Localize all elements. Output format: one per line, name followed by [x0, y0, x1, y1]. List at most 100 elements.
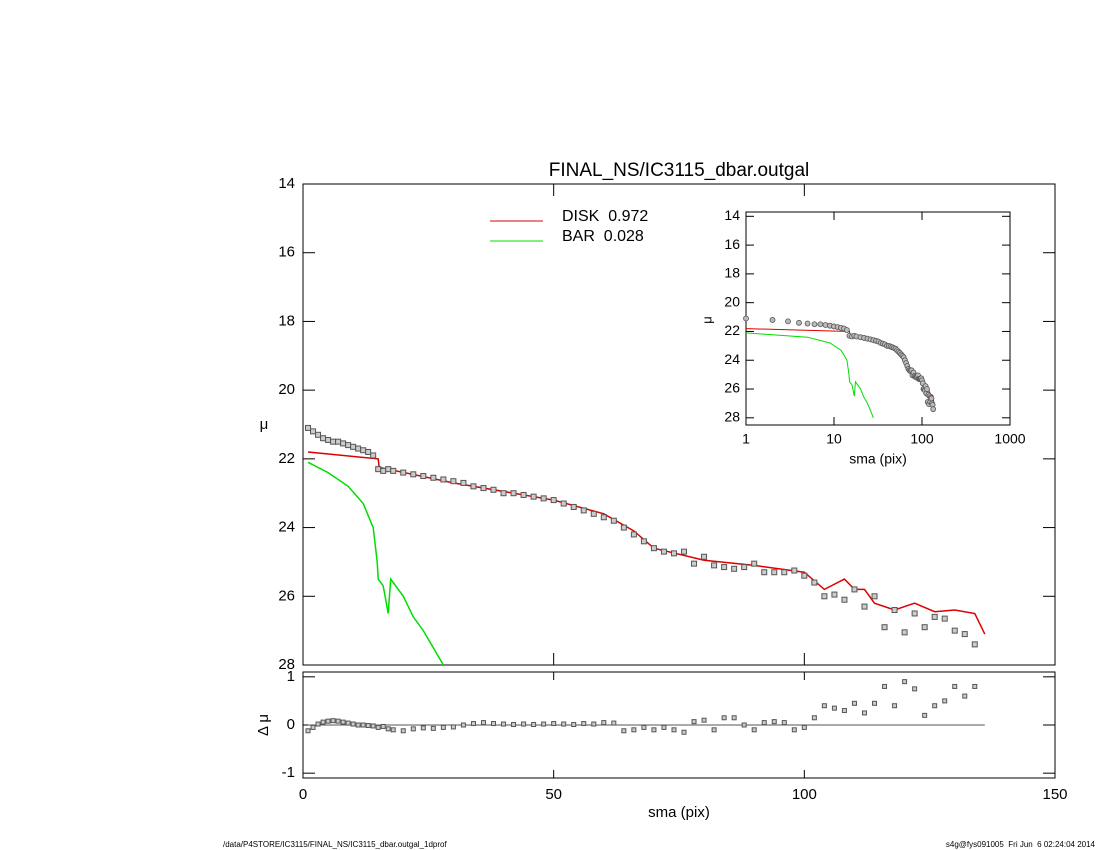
y-tick-label: 22 — [278, 450, 295, 467]
inset-model-line — [745, 332, 874, 418]
residual-point — [741, 722, 747, 728]
data-point — [320, 435, 327, 442]
x-tick-label: 0 — [299, 786, 307, 803]
residual-point — [355, 722, 361, 728]
data-point — [345, 442, 352, 449]
residual-point — [480, 720, 486, 726]
x-tick-label: 50 — [545, 786, 562, 803]
data-point — [490, 486, 497, 493]
data-point — [385, 466, 392, 473]
data-point — [370, 452, 377, 459]
residual-point — [701, 717, 707, 723]
inset-x-tick-label: 10 — [826, 431, 842, 447]
inset-x-tick-label: 100 — [910, 431, 934, 447]
data-point — [325, 436, 332, 443]
y-tick-label: 28 — [278, 656, 295, 673]
main-frame — [302, 183, 1056, 666]
residual-point — [380, 723, 386, 729]
inset-x-tick-label: 1000 — [994, 431, 1025, 447]
residual-point — [390, 727, 396, 733]
inset-point — [804, 320, 811, 327]
residual-point — [641, 724, 647, 730]
data-point — [640, 538, 647, 545]
data-point — [971, 641, 978, 648]
data-point — [811, 579, 818, 586]
inset-y-label: μ — [699, 316, 714, 324]
data-point — [580, 507, 587, 514]
residual-point — [912, 686, 918, 692]
y-tick-label: 24 — [278, 519, 295, 536]
residual-point — [861, 710, 867, 716]
residual-point — [801, 724, 807, 730]
residual-point — [345, 720, 351, 726]
residual-point — [691, 719, 697, 725]
residual-point — [781, 720, 787, 726]
residual-y-label: Δ μ — [255, 714, 272, 736]
data-point — [440, 476, 447, 483]
data-point — [741, 564, 748, 571]
data-point — [330, 438, 337, 445]
residual-point — [531, 722, 537, 728]
inset-y-tick-label: 14 — [724, 207, 740, 223]
residual-point — [791, 727, 797, 733]
data-point — [510, 490, 517, 497]
x-axis-label: sma (pix) — [648, 804, 710, 821]
data-point — [931, 613, 938, 620]
data-point — [410, 471, 417, 478]
data-point — [801, 572, 808, 579]
residual-point — [731, 715, 737, 721]
residual-point — [551, 721, 557, 727]
inset-y-tick-label: 28 — [724, 409, 740, 425]
model-line — [307, 461, 445, 666]
data-point — [355, 445, 362, 452]
data-point — [881, 624, 888, 631]
residual-point — [541, 721, 547, 727]
data-point — [335, 438, 342, 445]
data-point — [921, 624, 928, 631]
residual-point — [681, 729, 687, 735]
residual-point — [821, 703, 827, 709]
data-point — [560, 500, 567, 507]
residual-point — [325, 718, 331, 724]
residual-y-tick-label: 0 — [287, 716, 295, 733]
residual-point — [450, 724, 456, 730]
data-point — [681, 548, 688, 555]
chart-title: FINAL_NS/IC3115_dbar.outgal — [549, 160, 810, 181]
inset-point — [769, 317, 776, 323]
residual-y-tick-label: -1 — [282, 764, 295, 781]
footer-left: /data/P4STORE/IC3115/FINAL_NS/IC3115_dba… — [223, 840, 447, 849]
y-tick-label: 18 — [278, 312, 295, 329]
data-point — [420, 473, 427, 480]
residual-point — [370, 723, 376, 729]
data-point — [590, 510, 597, 517]
inset-background — [746, 212, 1010, 425]
residual-point — [962, 693, 968, 699]
y-axis-label: μ — [260, 416, 269, 433]
data-point — [380, 467, 387, 474]
residual-point — [521, 721, 527, 727]
residual-point — [340, 719, 346, 725]
residual-point — [761, 720, 767, 726]
y-tick-label: 16 — [278, 244, 295, 261]
residual-point — [420, 725, 426, 731]
data-point — [781, 569, 788, 576]
residual-point — [771, 719, 777, 725]
footer-right: s4g@fys091005 Fri Jun 6 02:24:04 2014 — [946, 840, 1096, 849]
residual-point — [501, 721, 507, 727]
residual-point — [942, 698, 948, 704]
residual-point — [601, 720, 607, 726]
residual-point — [932, 703, 938, 709]
data-point — [771, 569, 778, 576]
data-point — [365, 448, 372, 455]
y-tick-label: 20 — [278, 381, 295, 398]
inset-point — [796, 319, 802, 326]
data-point — [450, 478, 457, 485]
inset-point — [843, 327, 850, 333]
residual-point — [310, 724, 316, 730]
data-point — [951, 627, 958, 634]
inset-x-tick-label: 1 — [742, 431, 750, 447]
residual-point — [711, 727, 717, 733]
data-point — [360, 447, 367, 454]
data-point — [570, 503, 577, 510]
data-point — [530, 493, 537, 500]
